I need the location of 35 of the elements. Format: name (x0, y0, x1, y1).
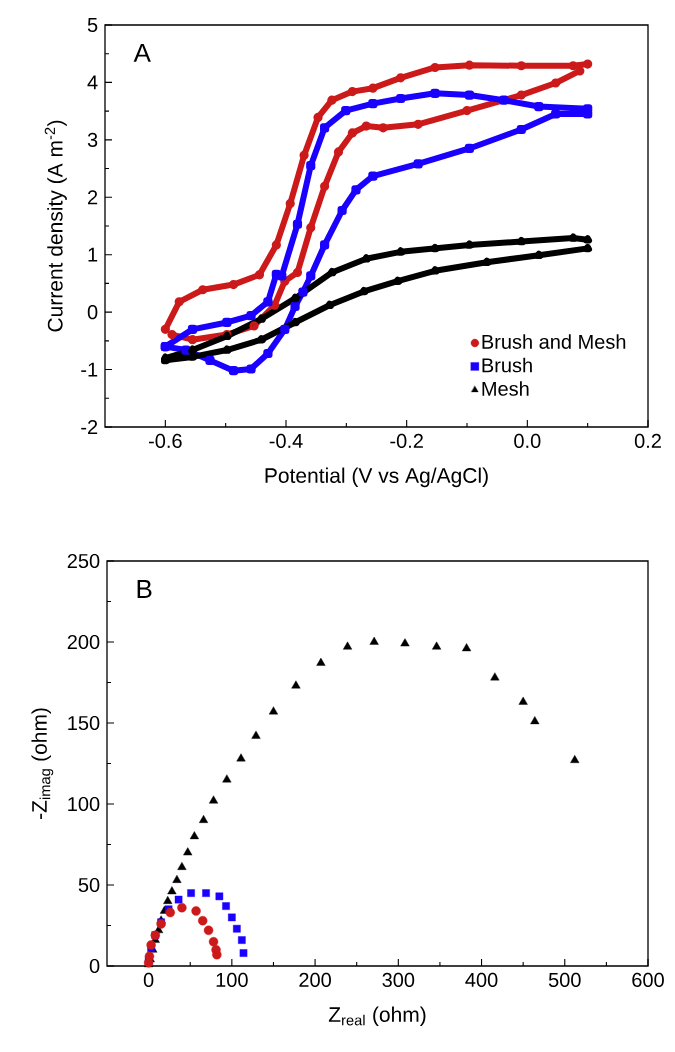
y-tick-label: 100 (68, 796, 100, 812)
x-tick-label: -0.6 (149, 433, 182, 449)
annotation: B (137, 580, 152, 598)
y-tick-label: 5 (87, 18, 98, 32)
x-tick-label: 500 (548, 972, 581, 988)
y-tick-label: 3 (87, 132, 98, 147)
x-tick-label: 0.0 (514, 433, 541, 449)
x-tick-label: -0.4 (269, 433, 303, 449)
x-tick-label: 600 (632, 972, 664, 988)
y-tick-label: -2 (81, 420, 98, 434)
annotation: A (133, 43, 151, 62)
legend-label: Brush (482, 357, 532, 373)
legend-label: Brush and Mesh (482, 334, 626, 349)
y-tick-label: 0 (87, 305, 98, 320)
x-tick-label: 300 (382, 972, 415, 988)
y-tick-label: 250 (67, 553, 100, 569)
x-tick-label: 400 (465, 972, 498, 988)
x-axis-title: Potential (V vs Ag/AgCl) (265, 467, 488, 488)
y-tick-label: 1 (88, 247, 98, 262)
x-tick-label: 0.2 (634, 433, 661, 449)
y-tick-label: 150 (68, 715, 100, 731)
y-axis-title: -Z$_{imag}$ (ohm) (31, 708, 54, 819)
x-tick-label: 0 (143, 972, 154, 988)
y-tick-label: 0 (89, 958, 100, 974)
x-tick-label: 200 (299, 972, 331, 988)
x-axis-title: Z$_{real}$ (ohm) (328, 1006, 426, 1027)
y-axis-title: Current density (A m$^{-2}$) (44, 120, 67, 332)
y-tick-label: 200 (67, 634, 100, 650)
x-tick-label: -0.2 (390, 433, 423, 449)
x-tick-label: 100 (216, 972, 248, 988)
y-tick-label: 4 (87, 75, 98, 90)
y-tick-label: 2 (88, 190, 98, 205)
y-tick-label: -1 (81, 362, 98, 377)
y-tick-label: 50 (78, 877, 100, 893)
legend-label: Mesh (482, 381, 529, 396)
